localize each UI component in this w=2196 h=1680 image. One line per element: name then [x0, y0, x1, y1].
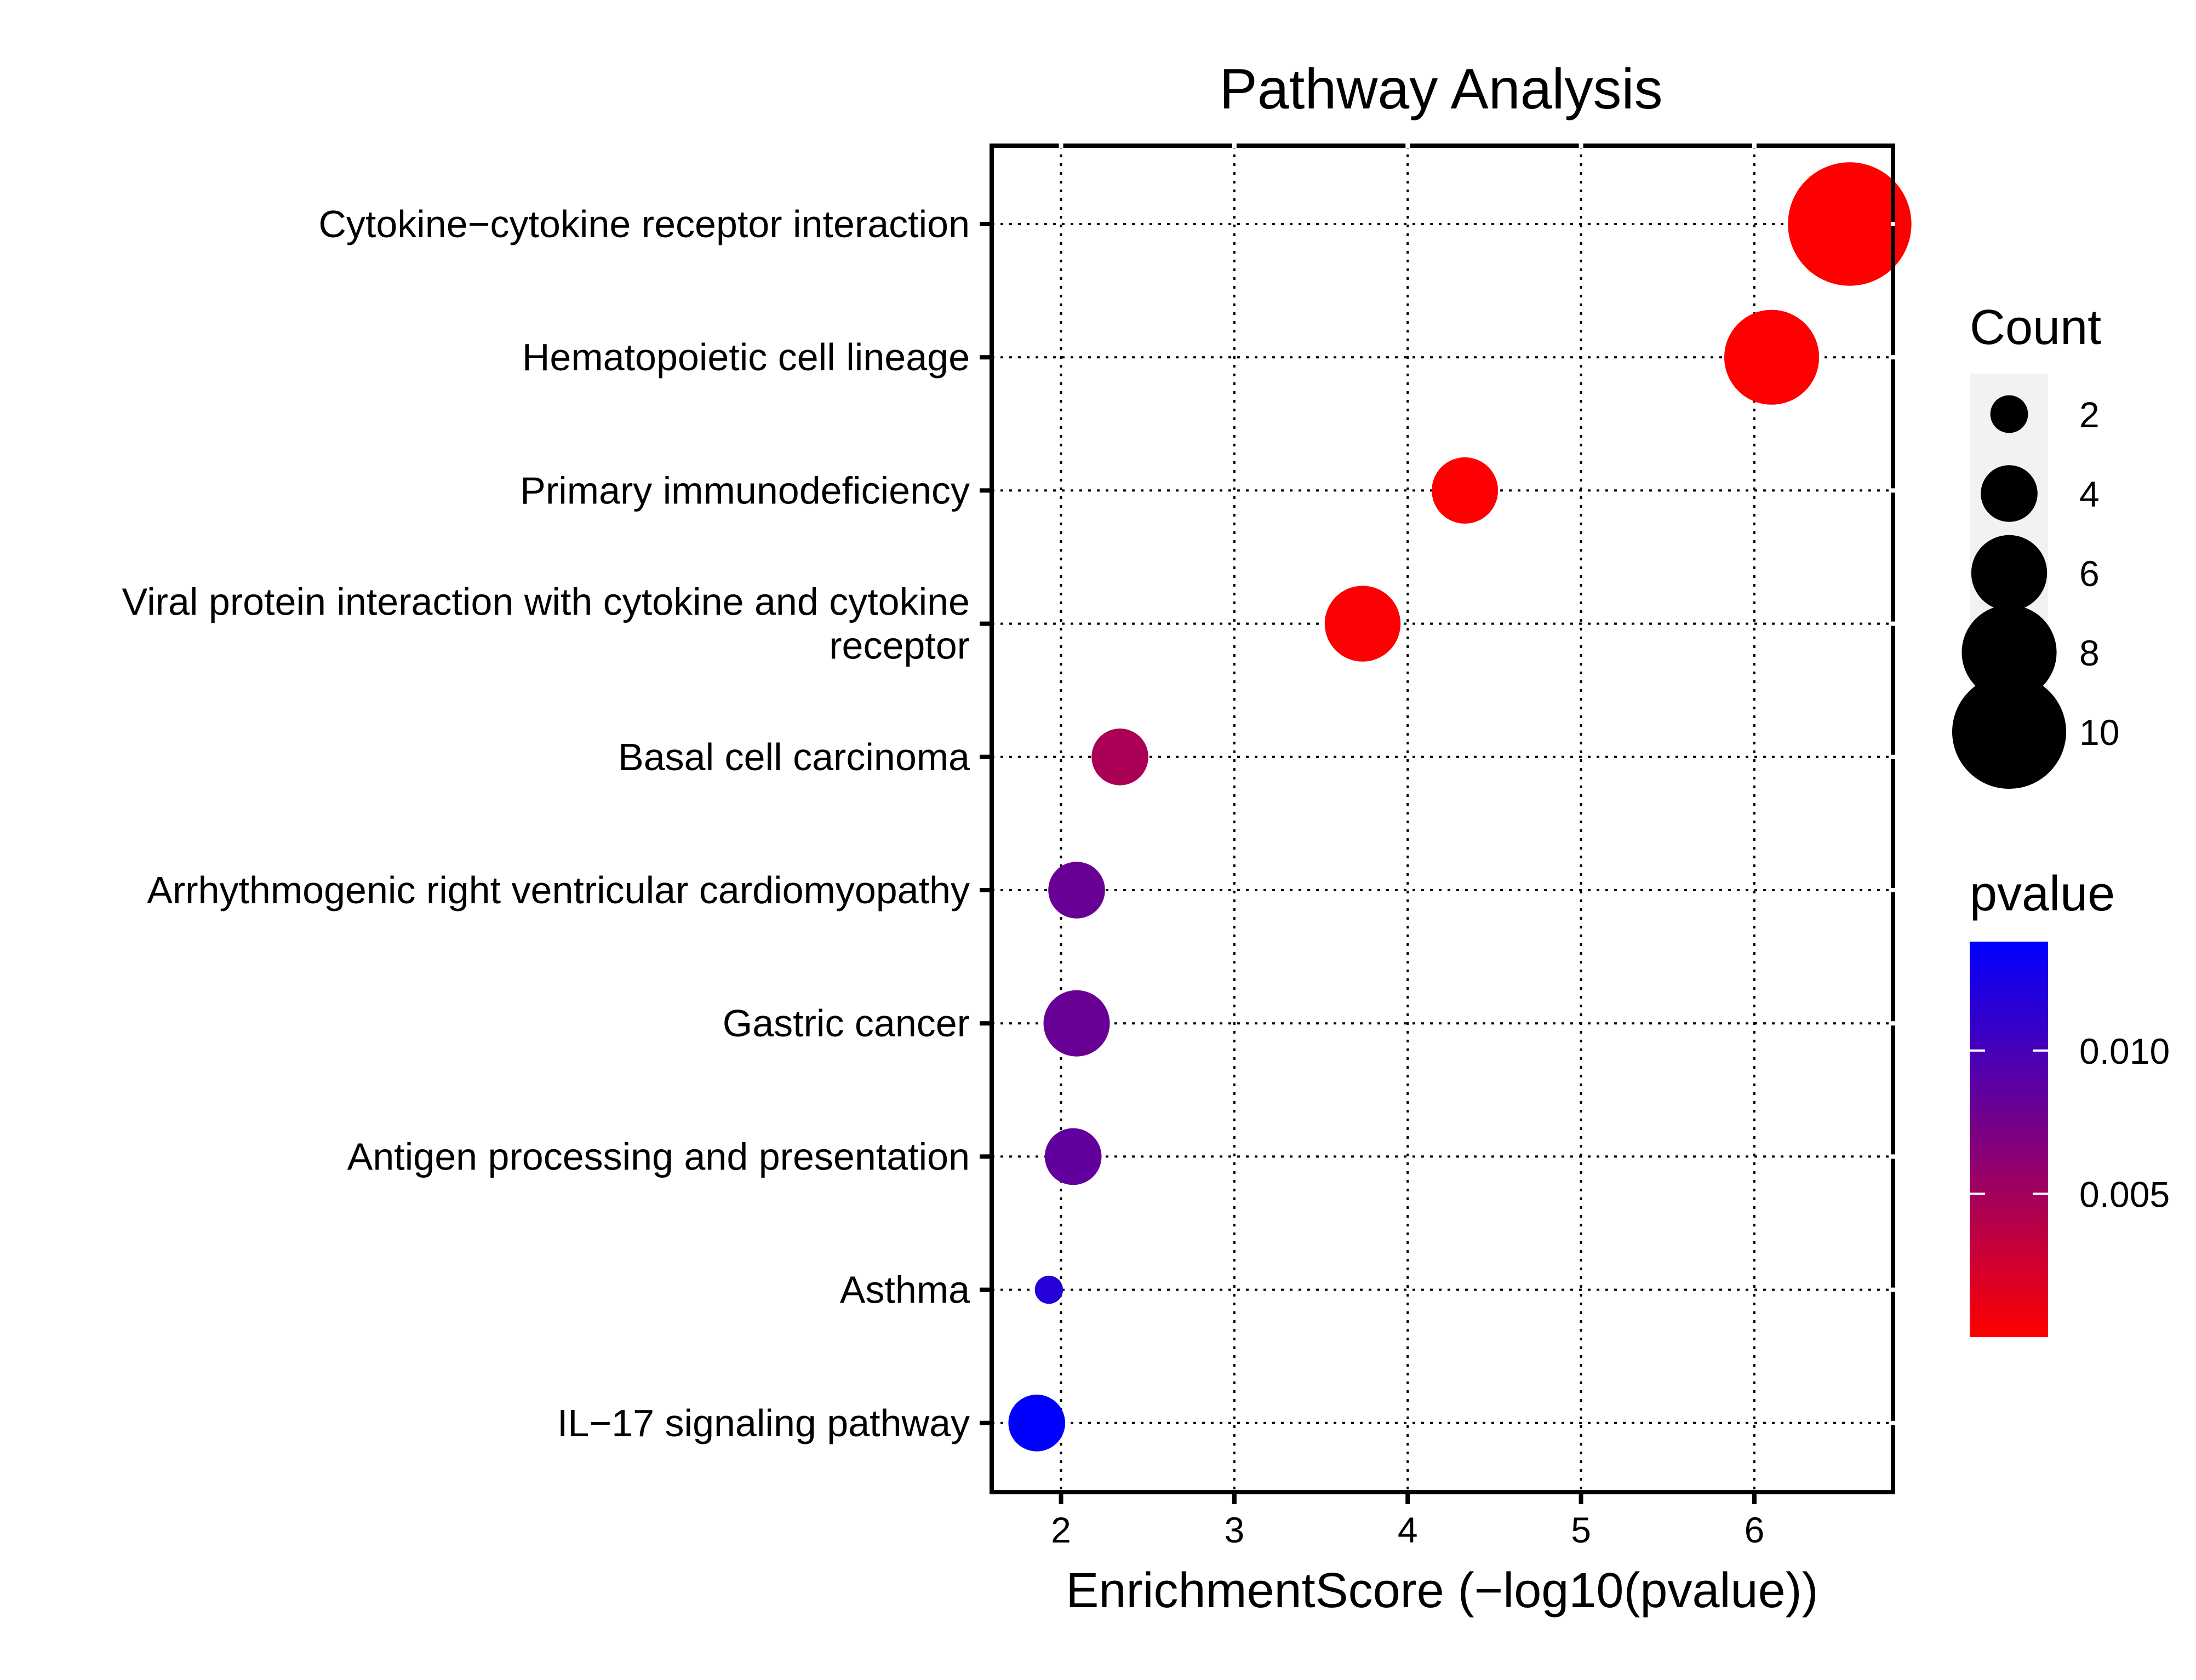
color-legend-title: pvalue: [1970, 867, 2115, 921]
category-label: Hematopoietic cell lineage: [522, 336, 970, 379]
data-points: [1008, 162, 1912, 1452]
x-tick-label: 3: [1225, 1510, 1245, 1550]
axis-ticks: [980, 144, 1895, 1504]
size-legend-label: 10: [2079, 712, 2119, 753]
data-point: [1788, 162, 1912, 286]
size-legend-key: [1952, 675, 2066, 789]
category-label: Primary immunodeficiency: [520, 469, 970, 512]
category-label: Viral protein interaction with cytokine …: [122, 581, 970, 623]
data-point: [1432, 457, 1499, 524]
data-point: [1008, 1395, 1066, 1452]
size-legend-key: [1961, 605, 2057, 700]
x-tick-label: 4: [1398, 1510, 1418, 1550]
size-legend-label: 8: [2079, 633, 2100, 673]
plot-frame: [990, 144, 1895, 1494]
category-label: Arrhythmogenic right ventricular cardiom…: [147, 869, 970, 911]
x-tick-labels: 2 3 4 5 6: [1051, 1510, 1764, 1550]
size-legend-label: 6: [2079, 553, 2100, 594]
x-tick-label: 6: [1745, 1510, 1765, 1550]
data-point: [1324, 586, 1401, 662]
category-label: Cytokine−cytokine receptor interaction: [318, 203, 970, 245]
category-label: IL−17 signaling pathway: [557, 1402, 970, 1444]
category-label: Gastric cancer: [723, 1002, 970, 1045]
size-legend-key: [1990, 395, 2028, 433]
data-point: [1048, 862, 1105, 919]
x-tick-label: 2: [1051, 1510, 1071, 1550]
colorbar-tick-label: 0.005: [2079, 1174, 2170, 1214]
size-legend-key: [1981, 465, 2038, 522]
category-label: Antigen processing and presentation: [347, 1135, 970, 1178]
data-point: [1724, 309, 1820, 405]
colorbar-tick-label: 0.010: [2079, 1031, 2170, 1071]
chart-title: Pathway Analysis: [1219, 58, 1662, 121]
size-legend-label: 2: [2079, 394, 2100, 435]
category-labels: Cytokine−cytokine receptor interaction He…: [122, 203, 970, 1444]
category-label: Basal cell carcinoma: [618, 736, 970, 778]
size-legend-title: Count: [1970, 300, 2101, 355]
data-point: [1044, 1128, 1102, 1185]
color-legend-ticks: 0.005 0.010: [1970, 1031, 2170, 1214]
size-legend-key: [1971, 535, 2048, 611]
data-point: [1034, 1275, 1063, 1304]
size-legend: Count 2 4 6 8 10: [1952, 300, 2119, 789]
category-label: receptor: [829, 624, 970, 667]
x-tick-label: 5: [1571, 1510, 1591, 1550]
data-point: [1091, 729, 1148, 785]
data-point: [1043, 990, 1110, 1057]
size-legend-items: 2 4 6 8 10: [1952, 394, 2119, 789]
x-axis-title: EnrichmentScore (−log10(pvalue)): [1066, 1563, 1818, 1618]
category-label: Asthma: [840, 1269, 970, 1311]
color-legend-colorbar: [1970, 942, 2048, 1337]
color-legend: pvalue 0.005 0.010: [1970, 867, 2170, 1337]
size-legend-label: 4: [2079, 474, 2100, 514]
